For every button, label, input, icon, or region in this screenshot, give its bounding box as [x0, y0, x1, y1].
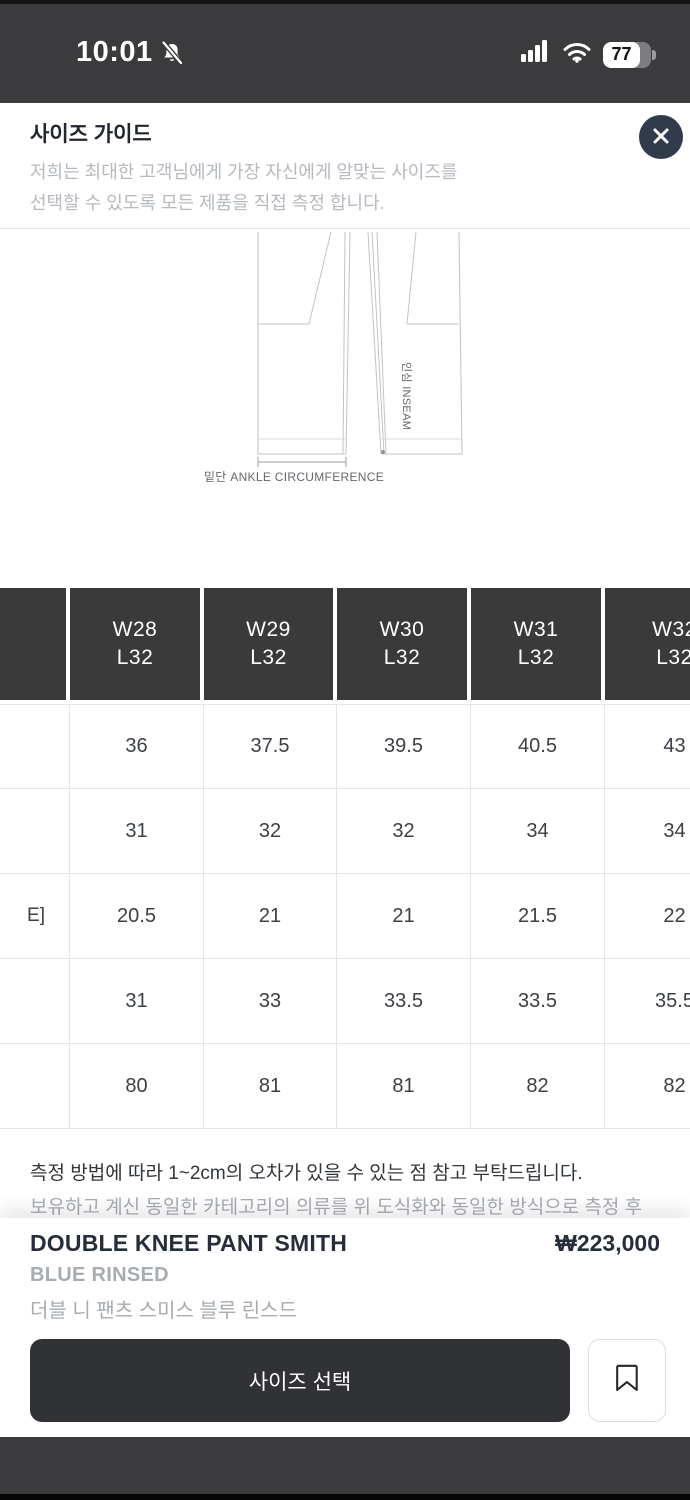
size-cell: 21.5: [471, 874, 605, 959]
divider: [0, 228, 690, 229]
product-bar: DOUBLE KNEE PANT SMITH ₩223,000 BLUE RIN…: [0, 1218, 690, 1437]
bookmark-icon: [613, 1363, 641, 1398]
size-cell: 21: [204, 874, 337, 959]
size-cell: 31: [70, 959, 204, 1044]
cellular-signal-icon: [521, 40, 551, 69]
size-cell: 32: [337, 789, 471, 874]
measurement-note-secondary: 보유하고 계신 동일한 카테고리의 의류를 위 도식화와 동일한 방식으로 측정…: [30, 1197, 643, 1218]
size-cell: 21: [337, 874, 471, 959]
notifications-muted-icon: [159, 40, 185, 66]
size-column-header: W32L32: [605, 588, 690, 704]
pants-diagram: 인심 INSEAM 밑단 ANKLE CIRCUMFERENCE: [204, 231, 463, 484]
status-time: 10:01: [76, 36, 153, 68]
battery-percent: 77: [611, 44, 632, 64]
size-cell: 20.5: [70, 874, 204, 959]
size-column-header: W30 L32: [337, 588, 471, 704]
size-column-header: W31 L32: [471, 588, 605, 704]
size-cell: 33.5: [337, 959, 471, 1044]
size-cell: 33.5: [471, 959, 605, 1044]
size-cell: 39.5: [337, 704, 471, 789]
size-cell: 22: [605, 874, 690, 959]
size-cell: 40.5: [471, 704, 605, 789]
size-guide-title: 사이즈 가이드: [30, 123, 152, 146]
description-line-2: 선택할 수 있도록 모든 제품을 직접 측정 합니다.: [30, 193, 385, 213]
battery-icon: 77: [603, 41, 656, 68]
size-cell: 36: [70, 704, 204, 789]
row-label-cell: [0, 959, 70, 1044]
size-cell: 82: [471, 1044, 605, 1129]
size-guide-description: 저희는 최대한 고객님에게 가장 자신에게 알맞는 사이즈를 선택할 수 있도록…: [30, 157, 630, 219]
description-line-1: 저희는 최대한 고객님에게 가장 자신에게 알맞는 사이즈를: [30, 162, 458, 182]
inseam-label: 인심 INSEAM: [400, 362, 413, 430]
status-left: 10:01: [76, 36, 185, 69]
row-label-cell: [0, 1044, 70, 1129]
size-column-header: W28 L32: [70, 588, 204, 704]
row-label-cell: E]: [0, 874, 70, 959]
select-size-button[interactable]: 사이즈 선택: [30, 1339, 570, 1422]
product-price: ₩223,000: [555, 1230, 660, 1256]
wifi-icon: [561, 40, 593, 69]
product-name: DOUBLE KNEE PANT SMITH: [30, 1230, 348, 1256]
product-color-name: BLUE RINSED: [30, 1264, 169, 1286]
status-right: 77: [521, 40, 656, 69]
size-cell: 81: [337, 1044, 471, 1129]
row-label-cell: [0, 789, 70, 874]
bookmark-button[interactable]: [588, 1339, 666, 1422]
bottom-system-bar: [0, 1437, 690, 1494]
close-icon: [651, 126, 671, 149]
size-cell: 37.5: [204, 704, 337, 789]
size-table-corner-cell: [0, 588, 70, 704]
size-cell: 82: [605, 1044, 690, 1129]
product-name-korean: 더블 니 팬츠 스미스 블루 린스드: [30, 1300, 297, 1322]
size-cell: 34: [605, 789, 690, 874]
size-cell: 34: [471, 789, 605, 874]
bottom-edge: [0, 1494, 690, 1500]
status-bar: 10:01: [0, 0, 690, 103]
size-cell: 32: [204, 789, 337, 874]
size-cell: 35.5: [605, 959, 690, 1044]
ankle-circumference-label: 밑단 ANKLE CIRCUMFERENCE: [204, 470, 384, 484]
size-cell: 80: [70, 1044, 204, 1129]
size-cell: 81: [204, 1044, 337, 1129]
size-column-header: W29 L32: [204, 588, 337, 704]
close-button[interactable]: [639, 115, 683, 159]
size-cell: 31: [70, 789, 204, 874]
size-cell: 43: [605, 704, 690, 789]
size-cell: 33: [204, 959, 337, 1044]
row-label-cell: [0, 704, 70, 789]
measurement-note: 측정 방법에 따라 1~2cm의 오차가 있을 수 있는 점 참고 부탁드립니다…: [30, 1163, 583, 1184]
